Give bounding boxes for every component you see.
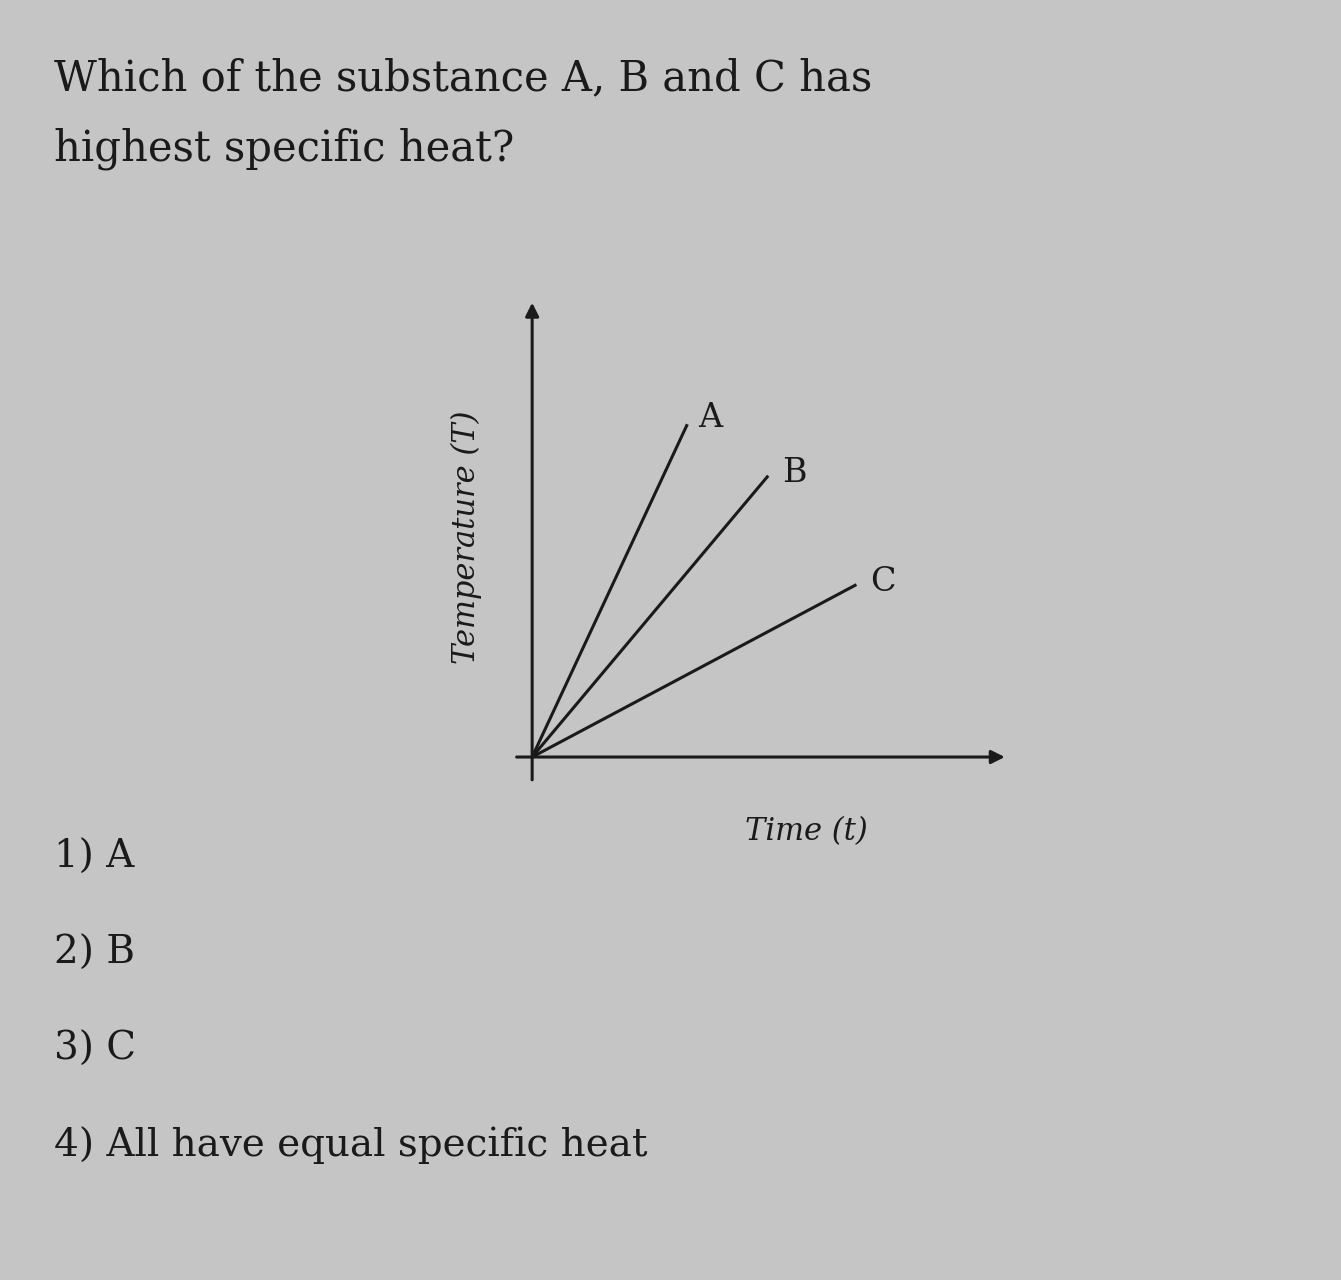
Text: highest specific heat?: highest specific heat? — [54, 128, 514, 170]
Text: B: B — [782, 457, 806, 489]
Text: 1) A: 1) A — [54, 838, 134, 876]
Text: 2) B: 2) B — [54, 934, 134, 972]
Text: Time (t): Time (t) — [746, 815, 868, 846]
Text: 3) C: 3) C — [54, 1030, 135, 1068]
Text: 4) All have equal specific heat: 4) All have equal specific heat — [54, 1126, 648, 1165]
Text: Temperature (T): Temperature (T) — [451, 411, 481, 664]
Text: A: A — [697, 402, 721, 434]
Text: Which of the substance A, B and C has: Which of the substance A, B and C has — [54, 58, 872, 100]
Text: C: C — [870, 566, 896, 598]
